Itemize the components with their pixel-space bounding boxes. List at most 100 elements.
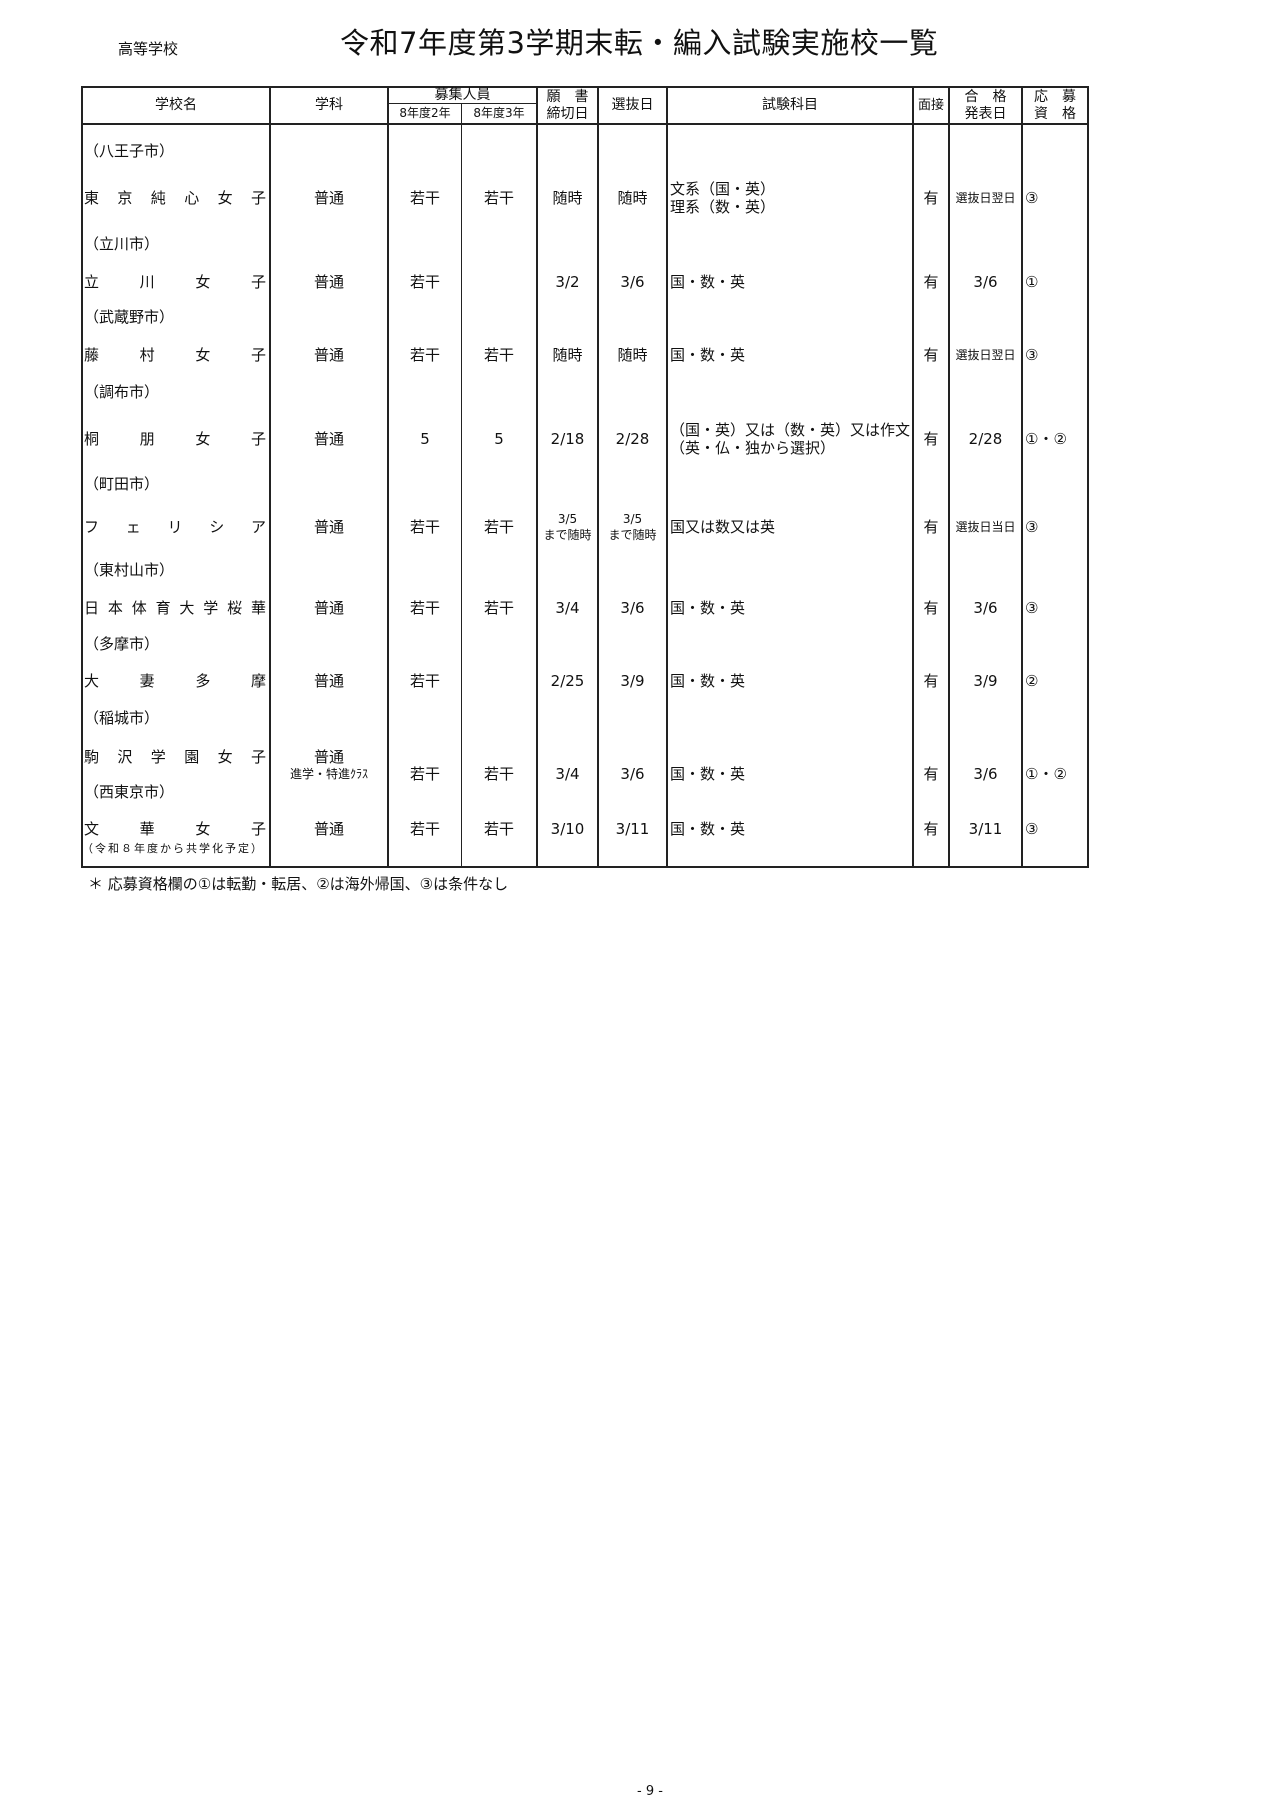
course: 普通 bbox=[313, 273, 344, 291]
course: 普通 bbox=[313, 748, 344, 766]
table-top-border bbox=[81, 86, 1089, 88]
header-school: 学校名 bbox=[155, 97, 197, 113]
header-course: 学科 bbox=[315, 97, 343, 113]
column-divider bbox=[948, 86, 950, 868]
school-name: 東京純心女子 bbox=[84, 189, 266, 207]
header-result-line2: 発表日 bbox=[964, 105, 1007, 122]
recruit-year2: 5 bbox=[420, 430, 430, 448]
interview: 有 bbox=[923, 599, 939, 617]
selection-date: 3/6 bbox=[620, 599, 645, 617]
recruit-year2: 若干 bbox=[409, 599, 440, 617]
school-name: 日本体育大学桜華 bbox=[84, 599, 266, 617]
exam-subjects: 国又は数又は英 bbox=[670, 518, 776, 536]
selection-date: 3/6 bbox=[620, 765, 645, 783]
exam-subjects: 国・数・英 bbox=[670, 273, 746, 291]
course: 普通 bbox=[313, 430, 344, 448]
deadline: 3/10 bbox=[550, 820, 585, 838]
selection-date: 3/11 bbox=[615, 820, 650, 838]
selection-date: 3/5 bbox=[622, 512, 643, 526]
header-recruit: 募集人員 bbox=[434, 86, 491, 103]
eligibility: ①・② bbox=[1025, 765, 1067, 783]
table-bottom-border bbox=[81, 866, 1089, 868]
recruit-year2: 若干 bbox=[409, 346, 440, 364]
header-bottom-border bbox=[81, 123, 1089, 125]
interview: 有 bbox=[923, 765, 939, 783]
recruit-year3: 若干 bbox=[483, 518, 514, 536]
page-title: 令和7年度第3学期末転・編入試験実施校一覧 bbox=[340, 26, 939, 60]
city-label: （多摩市） bbox=[84, 635, 160, 653]
result-date: 選抜日当日 bbox=[955, 520, 1016, 534]
recruit-year2: 若干 bbox=[409, 518, 440, 536]
result-date: 3/9 bbox=[973, 672, 998, 690]
exam-subjects: （英・仏・独から選択） bbox=[670, 439, 836, 457]
recruit-year3: 若干 bbox=[483, 765, 514, 783]
result-date: 3/6 bbox=[973, 273, 998, 291]
selection-date: 随時 bbox=[617, 346, 648, 364]
selection-date: 2/28 bbox=[615, 430, 650, 448]
school-name: 立川女子 bbox=[84, 273, 266, 291]
column-divider bbox=[597, 86, 599, 868]
header-subjects: 試験科目 bbox=[762, 97, 818, 113]
result-date: 選抜日翌日 bbox=[955, 191, 1016, 205]
eligibility: ③ bbox=[1025, 599, 1039, 617]
recruit-year2: 若干 bbox=[409, 820, 440, 838]
result-date: 3/6 bbox=[973, 599, 998, 617]
city-label: （西東京市） bbox=[84, 783, 175, 801]
deadline: 2/18 bbox=[550, 430, 585, 448]
selection-date: 3/9 bbox=[620, 672, 645, 690]
exam-subjects: 国・数・英 bbox=[670, 599, 746, 617]
header-eligibility-line2: 資 格 bbox=[1034, 105, 1076, 122]
course: 普通 bbox=[313, 599, 344, 617]
recruit-year3: 若干 bbox=[483, 189, 514, 207]
interview: 有 bbox=[923, 273, 939, 291]
course: 普通 bbox=[313, 820, 344, 838]
city-label: （稲城市） bbox=[84, 709, 160, 727]
deadline: 随時 bbox=[552, 189, 583, 207]
recruit-year3: 5 bbox=[494, 430, 504, 448]
city-label: （調布市） bbox=[84, 383, 160, 401]
result-date: 3/11 bbox=[968, 820, 1003, 838]
recruit-year3: 若干 bbox=[483, 599, 514, 617]
header-selection: 選抜日 bbox=[611, 97, 654, 113]
recruit-year2: 若干 bbox=[409, 765, 440, 783]
course: 普通 bbox=[313, 346, 344, 364]
header-sub-divider bbox=[388, 103, 537, 104]
deadline: 2/25 bbox=[550, 672, 585, 690]
interview: 有 bbox=[923, 346, 939, 364]
course-note: 進学・特進ｸﾗｽ bbox=[289, 767, 368, 781]
interview: 有 bbox=[923, 430, 939, 448]
eligibility: ③ bbox=[1025, 518, 1039, 536]
eligibility: ① bbox=[1025, 273, 1039, 291]
column-divider bbox=[912, 86, 914, 868]
header-recruit-year3: 8年度3年 bbox=[473, 106, 525, 120]
recruit-year2: 若干 bbox=[409, 189, 440, 207]
result-date: 3/6 bbox=[973, 765, 998, 783]
recruit-year2: 若干 bbox=[409, 273, 440, 291]
eligibility: ③ bbox=[1025, 189, 1039, 207]
column-divider bbox=[1021, 86, 1023, 868]
city-label: （立川市） bbox=[84, 235, 160, 253]
exam-subjects: 国・数・英 bbox=[670, 672, 746, 690]
eligibility: ①・② bbox=[1025, 430, 1067, 448]
result-date: 2/28 bbox=[968, 430, 1003, 448]
footnote: ＊ 応募資格欄の①は転勤・転居、②は海外帰国、③は条件なし bbox=[88, 875, 509, 893]
header-eligibility: 応 募 資 格 bbox=[1023, 88, 1087, 123]
eligibility: ③ bbox=[1025, 820, 1039, 838]
interview: 有 bbox=[923, 189, 939, 207]
column-divider bbox=[1087, 86, 1089, 868]
header-deadline: 願 書 締切日 bbox=[538, 88, 597, 123]
eligibility: ③ bbox=[1025, 346, 1039, 364]
course: 普通 bbox=[313, 189, 344, 207]
school-name: 桐朋女子 bbox=[84, 430, 266, 448]
city-label: （武蔵野市） bbox=[84, 308, 175, 326]
column-divider bbox=[387, 86, 389, 868]
deadline: 3/2 bbox=[555, 273, 580, 291]
header-deadline-line2: 締切日 bbox=[546, 105, 589, 122]
school-name-note: （令和８年度から共学化予定） bbox=[82, 842, 264, 855]
deadline: 3/4 bbox=[555, 599, 580, 617]
selection-date: 3/6 bbox=[620, 273, 645, 291]
exam-subjects: 国・数・英 bbox=[670, 820, 746, 838]
city-label: （町田市） bbox=[84, 475, 160, 493]
interview: 有 bbox=[923, 518, 939, 536]
selection-note: まで随時 bbox=[608, 528, 657, 542]
